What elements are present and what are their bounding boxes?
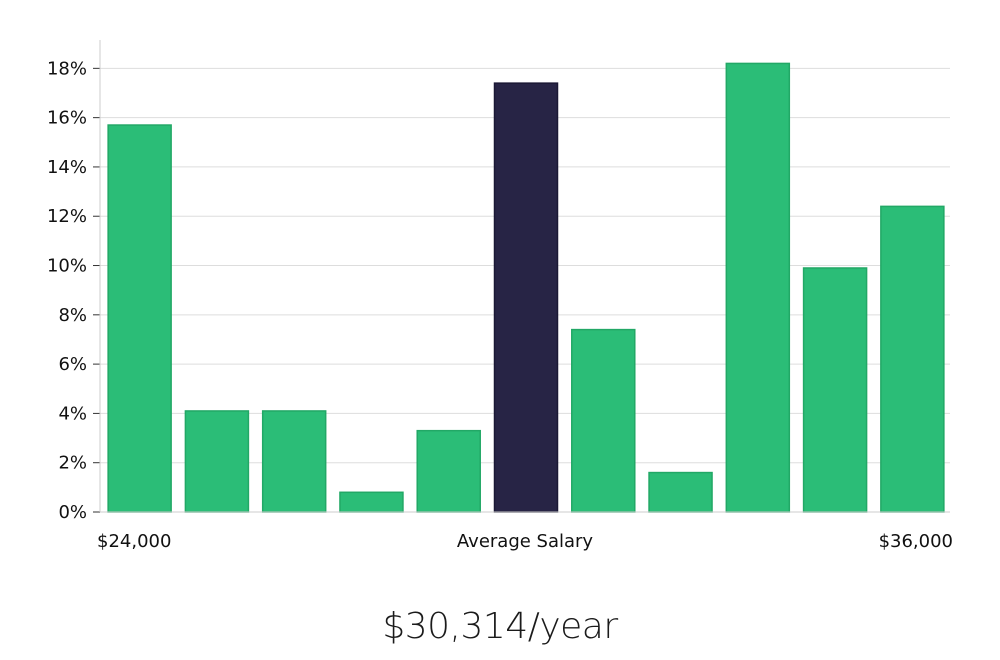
y-tick-label: 16%: [47, 108, 87, 129]
x-label-max: $36,000: [879, 531, 953, 552]
bar: [261, 410, 327, 513]
bar: [880, 205, 945, 513]
bar: [571, 328, 636, 513]
bar: [416, 429, 481, 513]
x-label-min: $24,000: [97, 531, 171, 552]
y-axis-ticks: 0% 2% 4% 6% 8% 10% 12% 14% 16% 18%: [47, 58, 100, 523]
y-tick-label: 0%: [58, 502, 87, 523]
bar: [339, 491, 404, 513]
y-tick-label: 10%: [47, 256, 87, 277]
bar: [184, 410, 250, 513]
bar: [107, 124, 172, 513]
bars: [107, 62, 945, 513]
y-tick-label: 18%: [47, 58, 87, 79]
bar: [725, 62, 791, 513]
average-salary-value: $30,314/year: [382, 606, 618, 647]
y-tick-label: 8%: [58, 305, 87, 326]
y-tick-label: 12%: [47, 206, 87, 227]
y-tick-label: 2%: [58, 453, 87, 474]
y-tick-label: 4%: [58, 403, 87, 424]
bar-average: [493, 82, 559, 513]
x-label-average: Average Salary: [457, 531, 594, 552]
salary-distribution-chart: 0% 2% 4% 6% 8% 10% 12% 14% 16% 18% $24,000 Averag…: [47, 40, 953, 552]
bar: [802, 267, 868, 513]
bar: [648, 471, 713, 513]
y-tick-label: 6%: [58, 354, 87, 375]
y-tick-label: 14%: [47, 157, 87, 178]
